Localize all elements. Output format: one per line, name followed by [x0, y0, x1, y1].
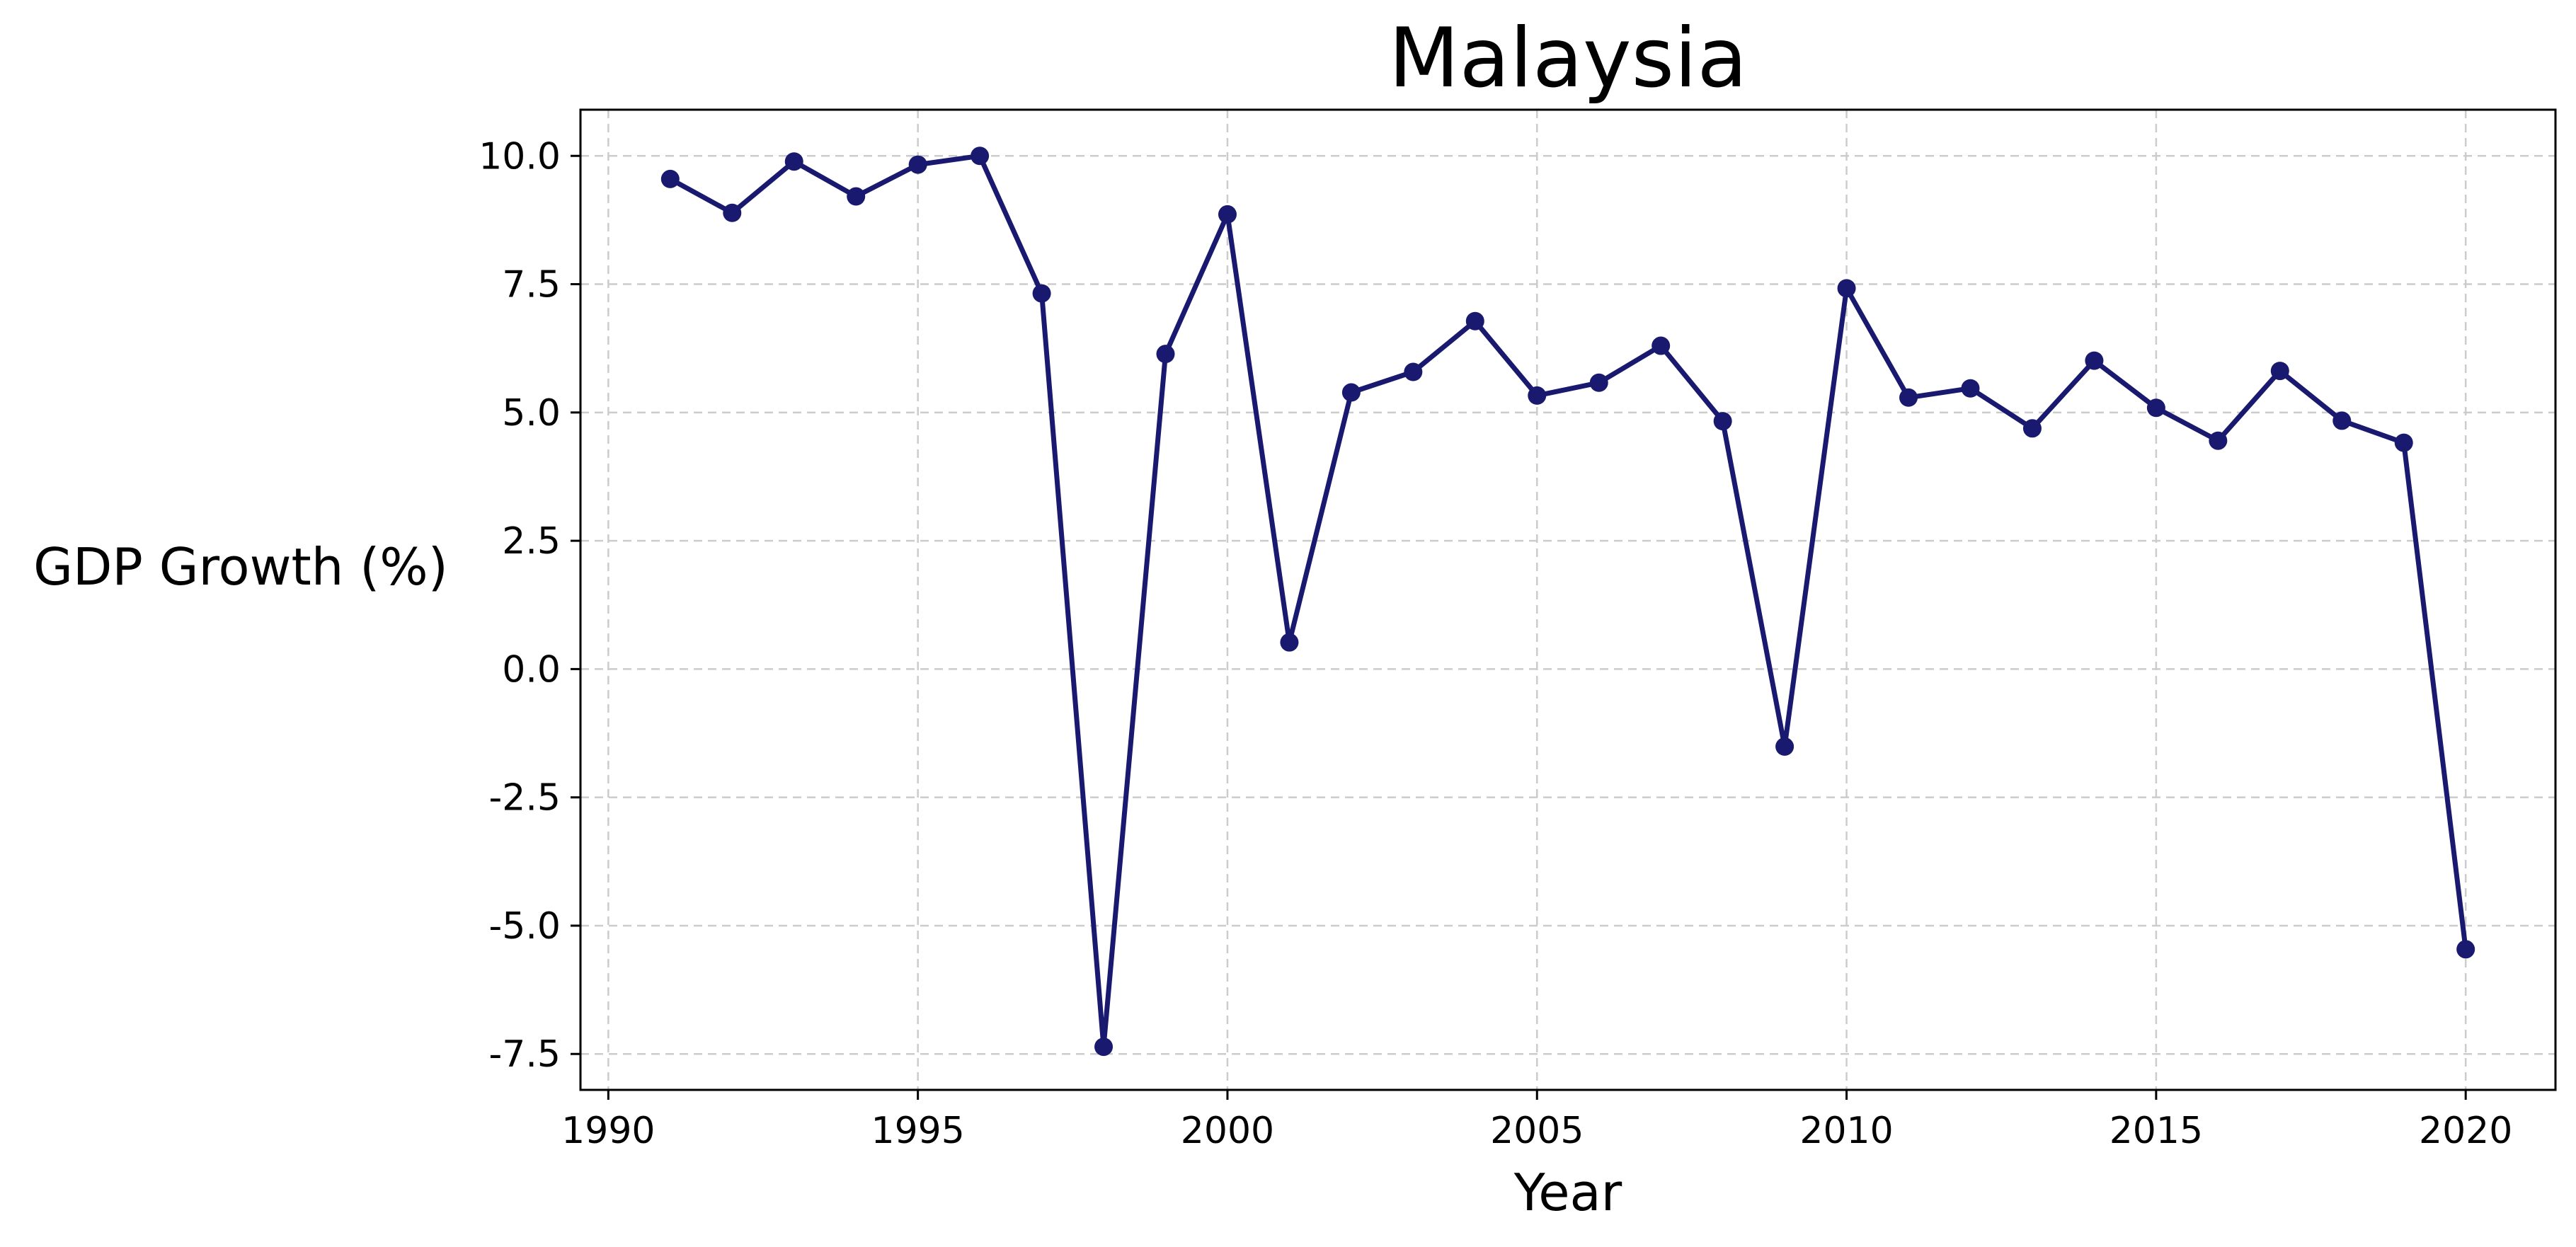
x-tick-label: 2020: [2419, 1110, 2512, 1152]
x-tick-label: 2000: [1181, 1110, 1274, 1152]
series-line: [668, 153, 2468, 1050]
y-tick-label: 10.0: [479, 135, 561, 178]
x-tick-label: 1990: [561, 1110, 655, 1152]
data-point: [1341, 383, 1361, 402]
data-point: [2022, 419, 2042, 438]
data-point: [971, 146, 990, 166]
y-tick-label: -7.5: [489, 1033, 561, 1076]
data-point: [1899, 388, 1918, 407]
chart-title: Malaysia: [1389, 11, 1748, 106]
data-point: [1713, 412, 1732, 431]
x-tick-label: 2010: [1799, 1110, 1893, 1152]
axis-ticks: 1990 1995 2000 2005 2010 2015 2020 10.0 7.5 5.0 2.…: [479, 135, 2512, 1152]
y-tick-label: -2.5: [489, 777, 561, 820]
data-point: [2270, 362, 2289, 381]
data-point: [784, 152, 803, 171]
data-point: [1589, 373, 1608, 392]
data-point: [2332, 411, 2352, 430]
data-point: [2394, 433, 2413, 452]
data-point: [1837, 279, 1856, 298]
data-point: [847, 187, 866, 206]
data-point: [660, 169, 680, 188]
x-tick-label: 2015: [2110, 1110, 2203, 1152]
data-point: [1032, 284, 1051, 303]
y-tick-label: -5.0: [489, 905, 561, 948]
y-tick-label: 5.0: [502, 392, 561, 435]
y-tick-label: 2.5: [502, 520, 561, 563]
series-layer: [660, 146, 2475, 1057]
data-point: [1094, 1038, 1114, 1057]
data-point: [1156, 345, 1175, 364]
data-point: [908, 155, 927, 174]
data-point: [2209, 431, 2228, 450]
plot-frame: [579, 108, 2557, 1091]
x-axis-label: Year: [1513, 1163, 1622, 1222]
data-point: [1961, 379, 1980, 398]
x-tick-label: 2005: [1490, 1110, 1584, 1152]
data-point: [1218, 205, 1237, 224]
data-point: [2146, 398, 2165, 418]
data-point: [723, 203, 742, 222]
data-point: [1465, 311, 1484, 331]
y-tick-label: 0.0: [502, 648, 561, 691]
data-point: [1775, 737, 1794, 756]
data-point: [1651, 336, 1671, 355]
data-point: [2085, 351, 2104, 370]
data-point: [1528, 386, 1547, 405]
y-tick-label: 7.5: [502, 264, 561, 306]
data-point: [1280, 633, 1299, 652]
data-point: [1404, 362, 1423, 381]
data-point: [2456, 940, 2475, 959]
y-axis-label: GDP Growth (%): [33, 537, 448, 597]
x-tick-label: 1995: [871, 1110, 964, 1152]
grid-lines: [580, 110, 2555, 1090]
